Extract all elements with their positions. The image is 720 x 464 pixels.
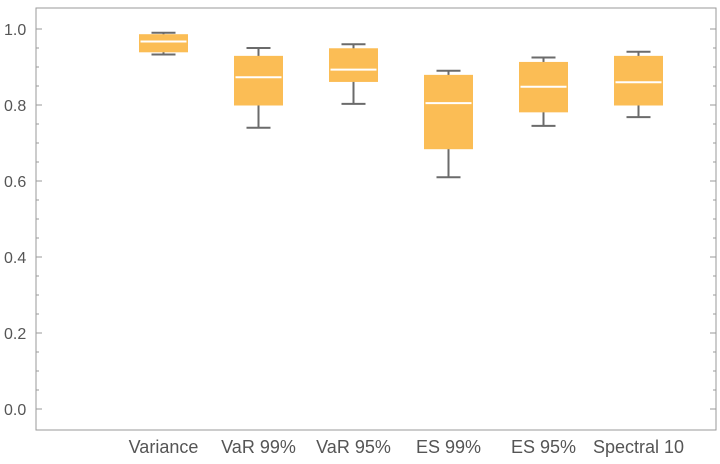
y-tick-label: 0.4 <box>4 250 26 267</box>
x-category-label: Variance <box>129 437 199 457</box>
category-labels: Variance VaR 99% VaR 95% ES 99% ES 95% Spectr… <box>129 437 684 457</box>
boxes <box>139 31 663 179</box>
x-category-label: VaR 99% <box>221 437 296 457</box>
x-category-label: ES 95% <box>511 437 576 457</box>
x-category-label: VaR 95% <box>316 437 391 457</box>
y-tick-label: 1.0 <box>4 22 26 39</box>
y-tick-label: 0.2 <box>4 326 26 343</box>
box-group <box>424 69 473 179</box>
box <box>424 74 473 150</box>
box <box>234 55 283 106</box>
box-group <box>329 43 378 105</box>
y-tick-label: 0.6 <box>4 174 26 191</box>
x-category-label: ES 99% <box>416 437 481 457</box>
box-group <box>519 56 568 127</box>
y-tick-label: 0.0 <box>4 402 26 419</box>
y-tick-label: 0.8 <box>4 98 26 115</box>
box-group <box>234 47 283 129</box>
x-category-label: Spectral 10 <box>593 437 684 457</box>
box-group <box>614 50 663 119</box>
box <box>139 34 188 53</box>
box <box>614 55 663 106</box>
y-ticks: 0.0 0.2 0.4 0.6 0.8 1.0 <box>4 22 716 419</box>
box <box>329 48 378 82</box>
box-group <box>139 31 188 56</box>
